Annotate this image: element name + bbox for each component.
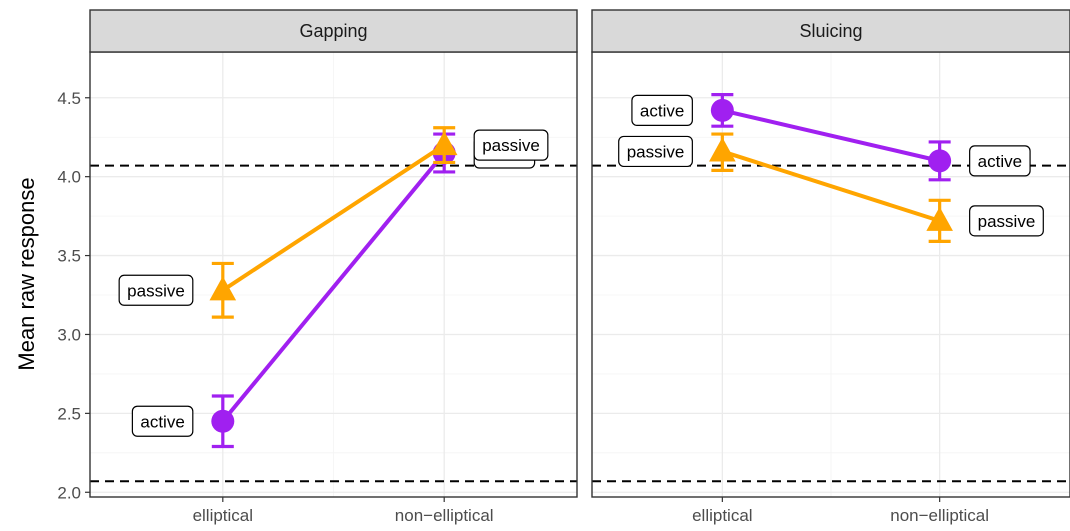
- y-axis-title: Mean raw response: [14, 177, 39, 370]
- y-tick-label: 4.5: [57, 89, 81, 108]
- point-active: [928, 149, 951, 172]
- x-tick-label: elliptical: [692, 506, 752, 525]
- y-tick-label: 3.5: [57, 247, 81, 266]
- y-tick-label: 3.0: [57, 325, 81, 344]
- y-tick-label: 4.0: [57, 168, 81, 187]
- facet-label: Sluicing: [799, 21, 862, 41]
- point-label: active: [640, 101, 684, 120]
- point-label: active: [140, 412, 184, 431]
- point-label: active: [978, 152, 1022, 171]
- y-tick-label: 2.0: [57, 483, 81, 502]
- point-label: passive: [482, 136, 540, 155]
- point-active: [711, 99, 734, 122]
- point-label: passive: [978, 212, 1036, 231]
- y-tick-label: 2.5: [57, 404, 81, 423]
- x-tick-label: non−elliptical: [395, 506, 494, 525]
- point-label: passive: [627, 142, 685, 161]
- x-tick-label: elliptical: [193, 506, 253, 525]
- point-label: passive: [127, 281, 185, 300]
- point-active: [211, 410, 234, 433]
- grid-layer: [90, 52, 1070, 497]
- x-tick-label: non−elliptical: [890, 506, 989, 525]
- facet-label: Gapping: [299, 21, 367, 41]
